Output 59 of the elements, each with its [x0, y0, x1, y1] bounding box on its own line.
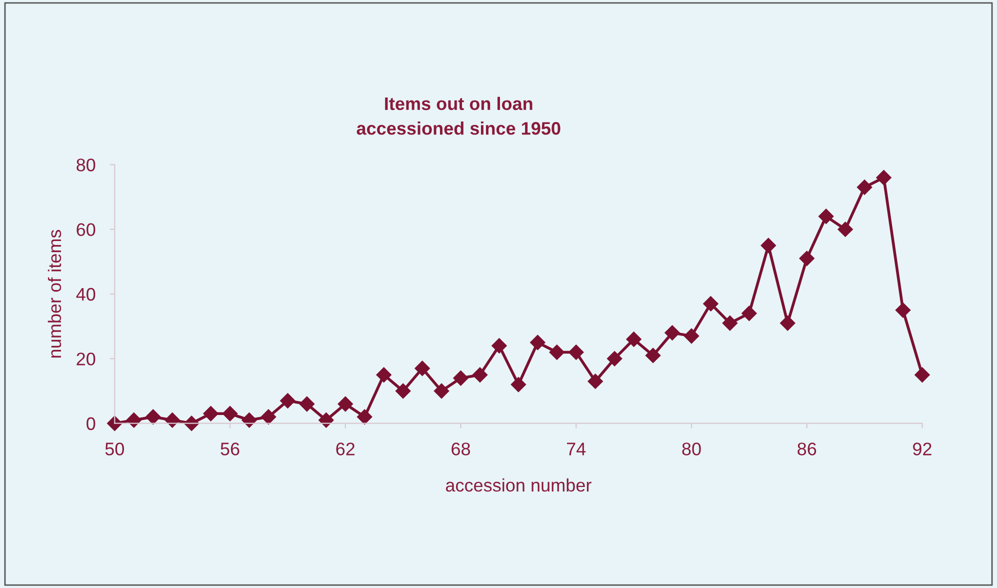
- x-axis-title: accession number: [446, 478, 592, 492]
- point: [664, 325, 680, 340]
- point: [530, 334, 546, 350]
- x-tick-label: 62: [336, 442, 355, 456]
- point: [107, 416, 122, 431]
- y-tick-label: 20: [76, 352, 96, 366]
- point: [164, 412, 180, 428]
- point: [396, 383, 411, 399]
- point: [914, 367, 930, 382]
- chart-title: Items out on loan accessioned since 1950: [356, 96, 560, 135]
- x-tick-label: 74: [567, 442, 586, 456]
- point: [510, 376, 526, 392]
- point: [645, 348, 661, 364]
- point: [799, 250, 814, 266]
- point: [126, 412, 142, 428]
- point: [780, 316, 796, 331]
- point: [626, 332, 642, 347]
- y-axis-title: number of items: [48, 230, 62, 358]
- point: [722, 316, 738, 331]
- point: [222, 406, 238, 422]
- point: [184, 416, 200, 431]
- point: [760, 238, 776, 254]
- point: [318, 412, 334, 428]
- point: [549, 344, 564, 360]
- point: [260, 409, 276, 424]
- point: [492, 338, 507, 354]
- x-tick-label: 56: [220, 442, 240, 456]
- point: [453, 370, 468, 386]
- y-tick-label: 60: [76, 223, 96, 236]
- point: [357, 409, 372, 424]
- point: [876, 170, 892, 186]
- point: [703, 296, 718, 312]
- y-tick-label: 40: [76, 288, 96, 301]
- point: [414, 360, 430, 376]
- point: [242, 412, 257, 428]
- point: [203, 406, 218, 422]
- point: [376, 367, 392, 382]
- x-tick-label: 80: [682, 442, 701, 456]
- x-tick-label: 50: [105, 442, 124, 456]
- x-tick-label: 86: [798, 442, 816, 456]
- point: [146, 409, 161, 424]
- point: [818, 208, 834, 224]
- point: [299, 396, 315, 412]
- y-tick-label: 80: [76, 158, 96, 172]
- point: [895, 302, 911, 318]
- point: [838, 222, 853, 237]
- point: [472, 367, 488, 382]
- point: [856, 180, 872, 195]
- point: [280, 393, 296, 408]
- x-tick-label: 92: [913, 442, 932, 456]
- x-tick-label: 68: [452, 442, 470, 456]
- point: [742, 306, 757, 321]
- y-tick-label: 0: [86, 417, 96, 430]
- point: [568, 344, 584, 360]
- point: [338, 396, 353, 412]
- point: [434, 383, 450, 399]
- point: [684, 328, 700, 344]
- point: [607, 351, 622, 366]
- point: [588, 374, 603, 389]
